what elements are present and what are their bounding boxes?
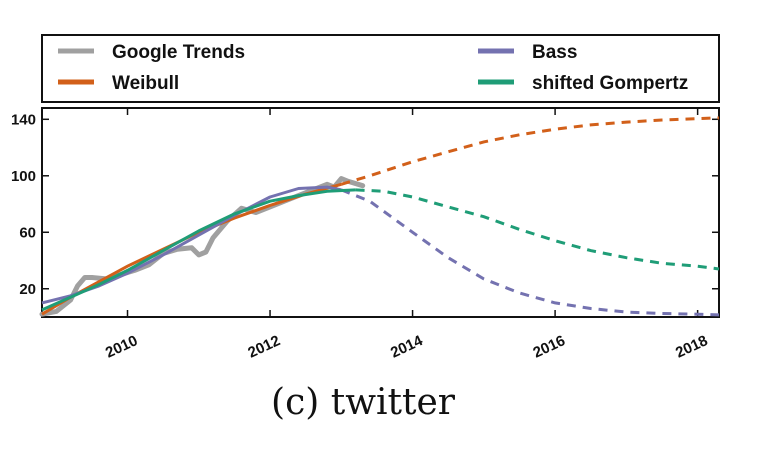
y-tick-label: 100 [11, 168, 36, 185]
legend-label-google-trends: Google Trends [112, 42, 245, 63]
series-forecast-weibull [340, 116, 720, 186]
legend-label-weibull: Weibull [112, 73, 179, 94]
y-tick-label: 60 [19, 224, 36, 241]
legend-label-bass: Bass [532, 42, 577, 63]
series-layer [39, 116, 720, 317]
legend: Google Trends Weibull Bass shifted Gompe… [41, 34, 720, 103]
series-forecast-bass [340, 188, 720, 317]
legend-frame [41, 34, 720, 103]
figure-caption: (c) twitter [271, 382, 456, 423]
plot-area: 20 60 100 140 2010 2012 2014 2016 2018 [11, 107, 720, 362]
x-tick-label: 2012 [245, 332, 282, 362]
y-tick-label: 20 [19, 281, 36, 298]
series-fit-shifted-gompertz [41, 188, 356, 312]
x-tick-label: 2014 [388, 332, 426, 362]
legend-label-gompertz: shifted Gompertz [532, 73, 688, 94]
x-tick-label: 2018 [673, 332, 710, 362]
y-tick-label: 140 [11, 111, 36, 128]
x-tick-label: 2016 [530, 332, 567, 362]
x-tick-label: 2010 [103, 332, 140, 362]
series-forecast-shifted-gompertz [355, 188, 720, 271]
plot-frame [41, 107, 720, 318]
